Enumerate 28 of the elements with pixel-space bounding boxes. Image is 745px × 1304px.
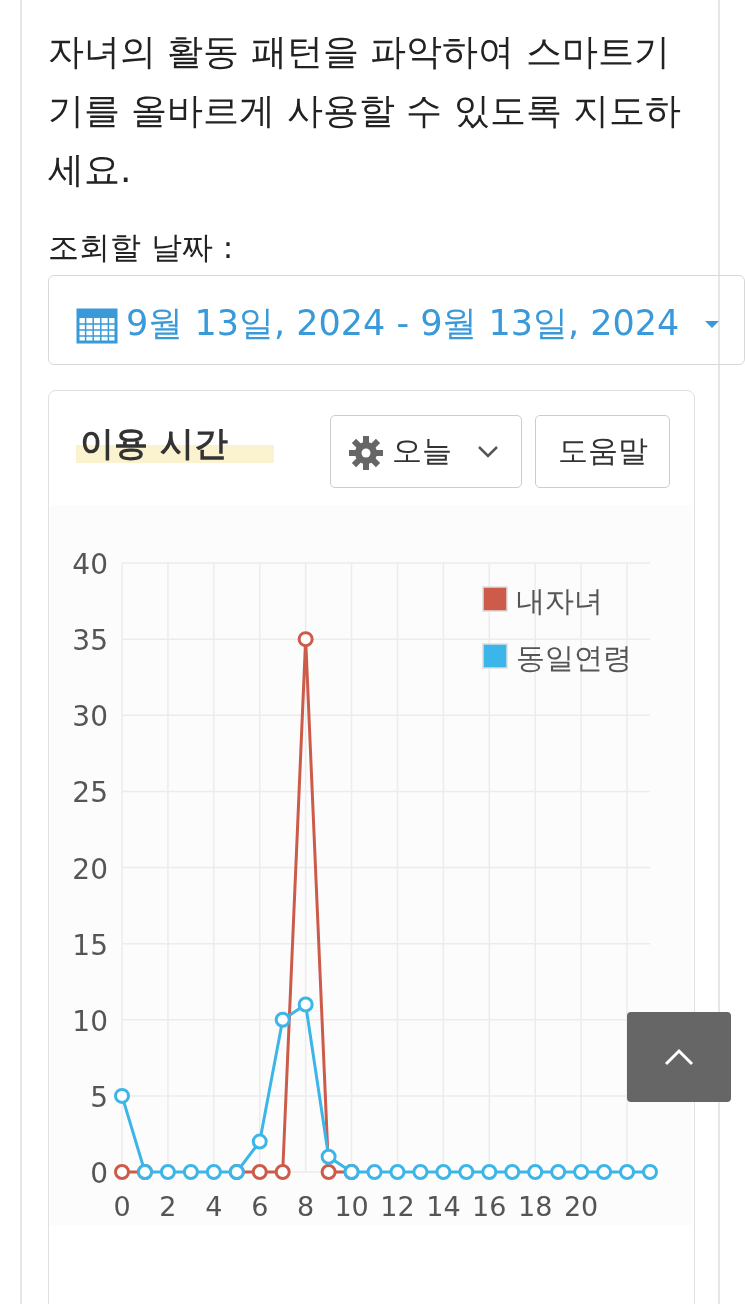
x-tick-label: 18	[518, 1191, 553, 1222]
y-tick-label: 0	[90, 1157, 108, 1190]
text: 오늘	[392, 432, 452, 470]
x-tick-label: 4	[205, 1191, 223, 1222]
x-tick-label: 12	[380, 1191, 415, 1222]
y-tick-label: 15	[72, 928, 108, 962]
text: 조회할 날짜 :	[48, 228, 234, 267]
x-tick-label: 2	[159, 1191, 177, 1222]
y-tick-label: 25	[72, 776, 108, 810]
text: 도움말	[556, 432, 649, 470]
legend-label: 동일연령	[516, 641, 632, 675]
y-tick-label: 5	[90, 1080, 108, 1114]
y-tick-label: 35	[72, 624, 108, 658]
y-tick-label: 20	[72, 852, 108, 886]
x-tick-label: 14	[426, 1191, 461, 1222]
x-tick-label: 0	[113, 1191, 131, 1222]
text: 9월 13일, 2024 - 9월 13일, 2024	[126, 302, 680, 345]
x-tick-label: 16	[472, 1191, 507, 1222]
y-tick-label: 30	[72, 700, 108, 734]
x-tick-label: 8	[297, 1191, 315, 1222]
x-tick-label: 6	[251, 1191, 269, 1222]
text: 자녀의 활동 패턴을 파악하여 스마트기기를 올바르게 사용할 수 있도록 지도하세요.	[48, 30, 683, 192]
x-tick-label: 20	[563, 1191, 599, 1222]
chart-title: 이용 시간	[80, 422, 228, 465]
legend-label: 내자녀	[516, 584, 603, 618]
y-tick-label: 10	[72, 1004, 108, 1038]
x-tick-label: 10	[334, 1191, 369, 1222]
y-tick-label: 40	[72, 548, 108, 581]
